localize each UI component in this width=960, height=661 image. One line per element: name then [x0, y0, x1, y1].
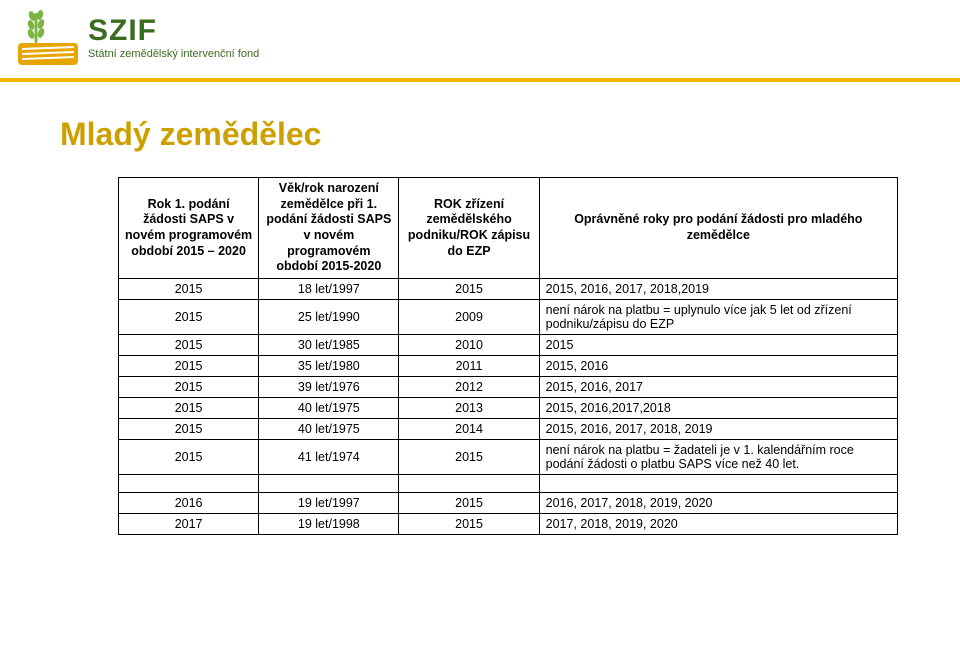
table-cell: 2015	[119, 334, 259, 355]
table-cell: 2016, 2017, 2018, 2019, 2020	[539, 492, 897, 513]
table-cell: 2015, 2016,2017,2018	[539, 397, 897, 418]
table-gap-row	[119, 474, 898, 492]
table-cell: 41 let/1974	[259, 439, 399, 474]
table-cell: 2015, 2016, 2017, 2018, 2019	[539, 418, 897, 439]
table-cell: 2015, 2016	[539, 355, 897, 376]
table-cell: 2015	[119, 355, 259, 376]
table-cell: 2013	[399, 397, 539, 418]
table-cell: 2015	[399, 492, 539, 513]
table-cell: 2016	[119, 492, 259, 513]
table-cell: 2015	[119, 299, 259, 334]
table-cell: 2015	[399, 513, 539, 534]
page-title: Mladý zemědělec	[60, 116, 910, 153]
table-cell: 2015, 2016, 2017, 2018,2019	[539, 278, 897, 299]
table-cell: 2011	[399, 355, 539, 376]
th-col2: Věk/rok narození zemědělce při 1. podání…	[259, 178, 399, 279]
th-col3: ROK zřízení zemědělského podniku/ROK záp…	[399, 178, 539, 279]
table-row: 201541 let/19742015není nárok na platbu …	[119, 439, 898, 474]
table-cell: 40 let/1975	[259, 397, 399, 418]
table-cell: 2017, 2018, 2019, 2020	[539, 513, 897, 534]
table-cell: 2015	[399, 278, 539, 299]
table-cell: 19 let/1998	[259, 513, 399, 534]
brand-name: SZIF	[88, 16, 259, 46]
table-cell: 2015	[119, 418, 259, 439]
th-col4: Oprávněné roky pro podání žádosti pro ml…	[539, 178, 897, 279]
table-cell: 2015, 2016, 2017	[539, 376, 897, 397]
table-cell: 2015	[539, 334, 897, 355]
szif-logo-icon	[18, 10, 78, 65]
content: Mladý zemědělec Rok 1. podání žádosti SA…	[0, 82, 960, 565]
table-cell: 2015	[119, 397, 259, 418]
table-cell: 25 let/1990	[259, 299, 399, 334]
brand-subtitle: Státní zemědělský intervenční fond	[88, 48, 259, 60]
table-cell: není nárok na platbu = žadateli je v 1. …	[539, 439, 897, 474]
table-cell: 40 let/1975	[259, 418, 399, 439]
table-cell: 19 let/1997	[259, 492, 399, 513]
table-cell: 2015	[119, 278, 259, 299]
logo-text: SZIF Státní zemědělský intervenční fond	[88, 16, 259, 60]
table-cell: 2015	[119, 439, 259, 474]
page-header: SZIF Státní zemědělský intervenční fond	[0, 0, 960, 82]
table-row: 201539 let/197620122015, 2016, 2017	[119, 376, 898, 397]
logo-block: SZIF Státní zemědělský intervenční fond	[18, 10, 259, 65]
table-cell: 18 let/1997	[259, 278, 399, 299]
eligibility-table: Rok 1. podání žádosti SAPS v novém progr…	[118, 177, 898, 535]
table-cell: 2009	[399, 299, 539, 334]
table-cell: 2014	[399, 418, 539, 439]
table-cell: 2017	[119, 513, 259, 534]
table-cell: 39 let/1976	[259, 376, 399, 397]
table-row: 201535 let/198020112015, 2016	[119, 355, 898, 376]
table-cell: 2015	[399, 439, 539, 474]
table-row: 201540 let/197520132015, 2016,2017,2018	[119, 397, 898, 418]
table-row: 201530 let/198520102015	[119, 334, 898, 355]
table-row: 201525 let/19902009není nárok na platbu …	[119, 299, 898, 334]
table-row: 201540 let/197520142015, 2016, 2017, 201…	[119, 418, 898, 439]
table-cell: 2015	[119, 376, 259, 397]
table-row: 201518 let/199720152015, 2016, 2017, 201…	[119, 278, 898, 299]
table-cell: 2010	[399, 334, 539, 355]
table-cell: 30 let/1985	[259, 334, 399, 355]
table-cell: není nárok na platbu = uplynulo více jak…	[539, 299, 897, 334]
table-cell: 35 let/1980	[259, 355, 399, 376]
table-cell: 2012	[399, 376, 539, 397]
table-row: 201719 let/199820152017, 2018, 2019, 202…	[119, 513, 898, 534]
table-header-row: Rok 1. podání žádosti SAPS v novém progr…	[119, 178, 898, 279]
table-row: 201619 let/199720152016, 2017, 2018, 201…	[119, 492, 898, 513]
th-col1: Rok 1. podání žádosti SAPS v novém progr…	[119, 178, 259, 279]
